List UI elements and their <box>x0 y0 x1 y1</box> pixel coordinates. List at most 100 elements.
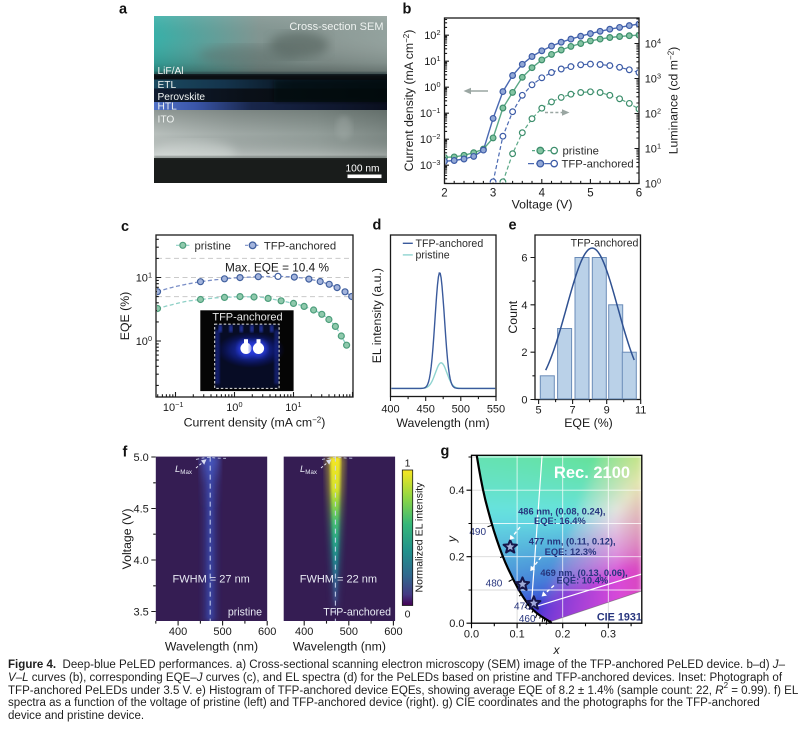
svg-text:7: 7 <box>570 405 576 417</box>
svg-text:d: d <box>373 218 382 234</box>
svg-text:x: x <box>553 643 561 657</box>
svg-text:LMax: LMax <box>175 464 193 476</box>
svg-text:pristine: pristine <box>563 146 599 158</box>
svg-text:101: 101 <box>424 54 440 68</box>
svg-text:TFP-anchored: TFP-anchored <box>571 238 639 250</box>
svg-text:pristine: pristine <box>416 250 450 262</box>
svg-text:a: a <box>119 2 128 18</box>
svg-text:LMax: LMax <box>300 464 318 476</box>
svg-text:0: 0 <box>405 609 411 621</box>
svg-text:0.0: 0.0 <box>464 629 479 641</box>
svg-text:101: 101 <box>136 270 152 284</box>
svg-text:486 nm, (0.08, 0.24),: 486 nm, (0.08, 0.24), <box>518 506 605 516</box>
svg-text:400: 400 <box>381 404 399 416</box>
svg-text:6: 6 <box>521 253 527 265</box>
svg-text:pristine: pristine <box>195 240 231 252</box>
svg-text:FWHM = 22 nm: FWHM = 22 nm <box>300 574 377 586</box>
svg-text:600: 600 <box>384 626 402 638</box>
svg-text:101: 101 <box>645 141 661 155</box>
svg-text:EQE: 12.3%: EQE: 12.3% <box>545 547 597 557</box>
svg-text:Rec. 2100: Rec. 2100 <box>554 464 630 482</box>
svg-text:y: y <box>445 535 459 543</box>
svg-text:5: 5 <box>587 188 593 200</box>
svg-text:0.2: 0.2 <box>449 552 464 564</box>
svg-text:ETL: ETL <box>158 80 177 91</box>
svg-text:101: 101 <box>285 400 301 414</box>
svg-text:500: 500 <box>452 404 470 416</box>
svg-text:103: 103 <box>645 71 661 85</box>
svg-text:b: b <box>403 2 412 18</box>
svg-text:0.0: 0.0 <box>449 618 464 630</box>
svg-text:c: c <box>121 219 129 235</box>
svg-text:490: 490 <box>469 527 486 538</box>
svg-text:HTL: HTL <box>158 102 178 113</box>
svg-text:TFP-anchored: TFP-anchored <box>562 159 634 171</box>
svg-text:9: 9 <box>604 405 610 417</box>
svg-text:11: 11 <box>635 405 646 417</box>
svg-text:TFP-anchored: TFP-anchored <box>212 312 282 324</box>
svg-text:Cross-section SEM: Cross-section SEM <box>289 21 383 33</box>
svg-text:Wavelength (nm): Wavelength (nm) <box>165 640 258 654</box>
svg-text:3: 3 <box>490 188 496 200</box>
svg-text:2: 2 <box>441 188 447 200</box>
svg-text:0.3: 0.3 <box>601 629 616 641</box>
svg-text:f: f <box>123 445 128 461</box>
svg-text:100: 100 <box>226 400 242 414</box>
svg-text:0.4: 0.4 <box>449 485 464 497</box>
svg-text:pristine: pristine <box>228 606 262 618</box>
svg-text:450: 450 <box>417 404 435 416</box>
svg-text:Count: Count <box>506 300 520 333</box>
svg-text:5.0: 5.0 <box>134 452 149 464</box>
svg-text:102: 102 <box>424 28 440 42</box>
svg-text:Wavelength (nm): Wavelength (nm) <box>396 416 489 430</box>
svg-text:550: 550 <box>487 404 505 416</box>
svg-text:Current density (mA cm−2): Current density (mA cm−2) <box>184 416 326 430</box>
svg-text:477 nm, (0.11, 0.12),: 477 nm, (0.11, 0.12), <box>529 536 616 546</box>
svg-text:Perovskite: Perovskite <box>158 92 206 103</box>
svg-text:Luminance (cd m−2): Luminance (cd m−2) <box>667 47 681 155</box>
svg-text:500: 500 <box>340 626 358 638</box>
svg-text:400: 400 <box>295 626 313 638</box>
svg-text:ITO: ITO <box>158 114 175 125</box>
svg-text:469 nm, (0.13, 0.06),: 469 nm, (0.13, 0.06), <box>540 568 627 578</box>
svg-text:600: 600 <box>258 626 276 638</box>
svg-text:EQE (%): EQE (%) <box>118 292 132 341</box>
svg-text:Wavelength (nm): Wavelength (nm) <box>293 640 386 654</box>
svg-text:EQE: 10.4%: EQE: 10.4% <box>556 575 608 585</box>
svg-text:0: 0 <box>521 395 527 407</box>
svg-text:5: 5 <box>536 405 542 417</box>
svg-text:100: 100 <box>424 80 440 94</box>
svg-text:0.2: 0.2 <box>555 629 570 641</box>
svg-text:Voltage (V): Voltage (V) <box>512 198 573 212</box>
svg-text:3.5: 3.5 <box>134 607 149 619</box>
svg-text:104: 104 <box>645 36 661 50</box>
svg-text:EL intensity (a.u.): EL intensity (a.u.) <box>370 268 384 363</box>
svg-text:TFP-anchored: TFP-anchored <box>264 240 336 252</box>
svg-text:Normalized EL intensity: Normalized EL intensity <box>414 482 426 593</box>
svg-text:1: 1 <box>405 458 411 470</box>
svg-text:0.1: 0.1 <box>509 629 524 641</box>
svg-text:100 nm: 100 nm <box>346 164 380 175</box>
svg-text:LiF/Al: LiF/Al <box>158 66 184 77</box>
svg-text:4: 4 <box>539 188 546 200</box>
svg-text:TFP-anchored: TFP-anchored <box>323 606 391 618</box>
svg-text:4: 4 <box>521 300 527 312</box>
svg-text:4.0: 4.0 <box>134 555 149 567</box>
svg-text:4.5: 4.5 <box>134 504 149 516</box>
svg-text:EQE: 16.4%: EQE: 16.4% <box>534 516 586 526</box>
svg-text:480: 480 <box>486 579 503 590</box>
svg-text:FWHM = 27 nm: FWHM = 27 nm <box>173 574 250 586</box>
svg-text:e: e <box>509 218 517 234</box>
svg-text:TFP-anchored: TFP-anchored <box>416 238 484 250</box>
svg-text:2: 2 <box>521 347 527 359</box>
svg-text:EQE (%): EQE (%) <box>564 416 613 430</box>
svg-text:g: g <box>441 444 450 460</box>
svg-text:6: 6 <box>636 188 642 200</box>
svg-text:Current density (mA cm−2): Current density (mA cm−2) <box>402 30 416 172</box>
svg-text:100: 100 <box>645 176 661 190</box>
svg-text:470: 470 <box>514 602 531 613</box>
svg-text:460: 460 <box>519 614 536 625</box>
svg-text:100: 100 <box>136 334 152 348</box>
svg-text:500: 500 <box>213 626 231 638</box>
svg-text:102: 102 <box>645 106 661 120</box>
